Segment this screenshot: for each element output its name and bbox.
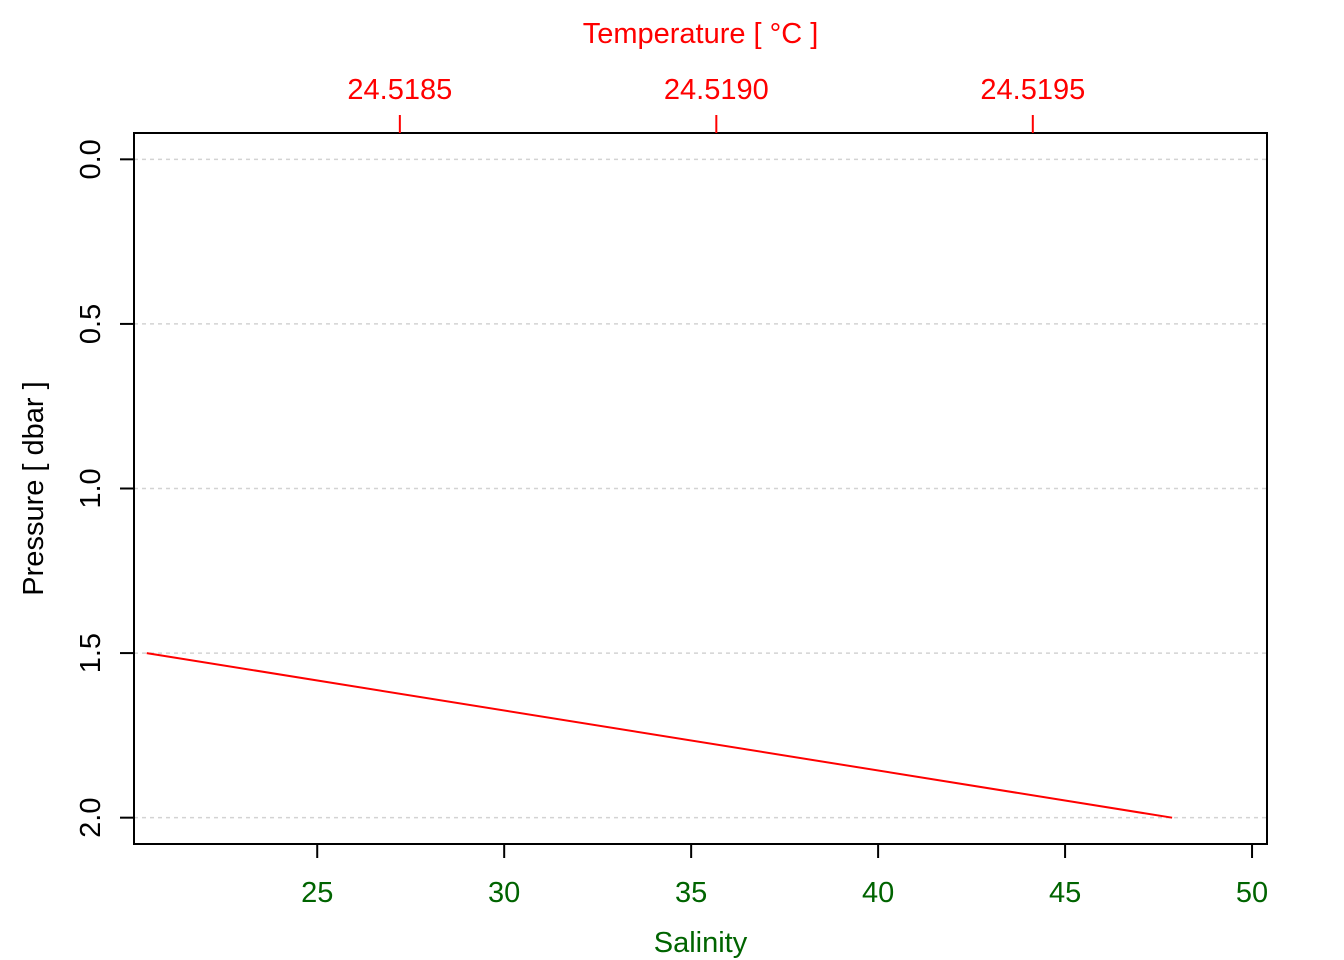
salinity-axis-title: Salinity bbox=[654, 927, 748, 959]
temperature-tick-label: 24.5195 bbox=[980, 74, 1085, 106]
temperature-tick-label: 24.5190 bbox=[664, 74, 769, 106]
pressure-axis-title: Pressure [ dbar ] bbox=[18, 381, 50, 595]
axes-layer: 0.0 0.5 1.0 1.5 2.0 25 30 35 40 45 50 24.5185 24.519… bbox=[75, 74, 1268, 909]
salinity-tick-label: 30 bbox=[488, 877, 520, 909]
pressure-tick-label: 0.0 bbox=[75, 139, 107, 179]
salinity-tick-label: 45 bbox=[1049, 877, 1081, 909]
salinity-tick-label: 35 bbox=[675, 877, 707, 909]
temperature-tick-label: 24.5185 bbox=[347, 74, 452, 106]
temperature-profile-line bbox=[146, 652, 1173, 819]
pressure-tick-label: 1.0 bbox=[75, 468, 107, 508]
salinity-tick-label: 40 bbox=[862, 877, 894, 909]
pressure-tick-label: 1.5 bbox=[75, 633, 107, 673]
temperature-axis-title: Temperature [ °C ] bbox=[583, 18, 819, 50]
salinity-tick-label: 25 bbox=[301, 877, 333, 909]
pressure-tick-label: 2.0 bbox=[75, 798, 107, 838]
pressure-tick-label: 0.5 bbox=[75, 304, 107, 344]
salinity-tick-label: 50 bbox=[1236, 877, 1268, 909]
series-layer bbox=[146, 652, 1173, 819]
grid-lines bbox=[134, 158, 1267, 819]
